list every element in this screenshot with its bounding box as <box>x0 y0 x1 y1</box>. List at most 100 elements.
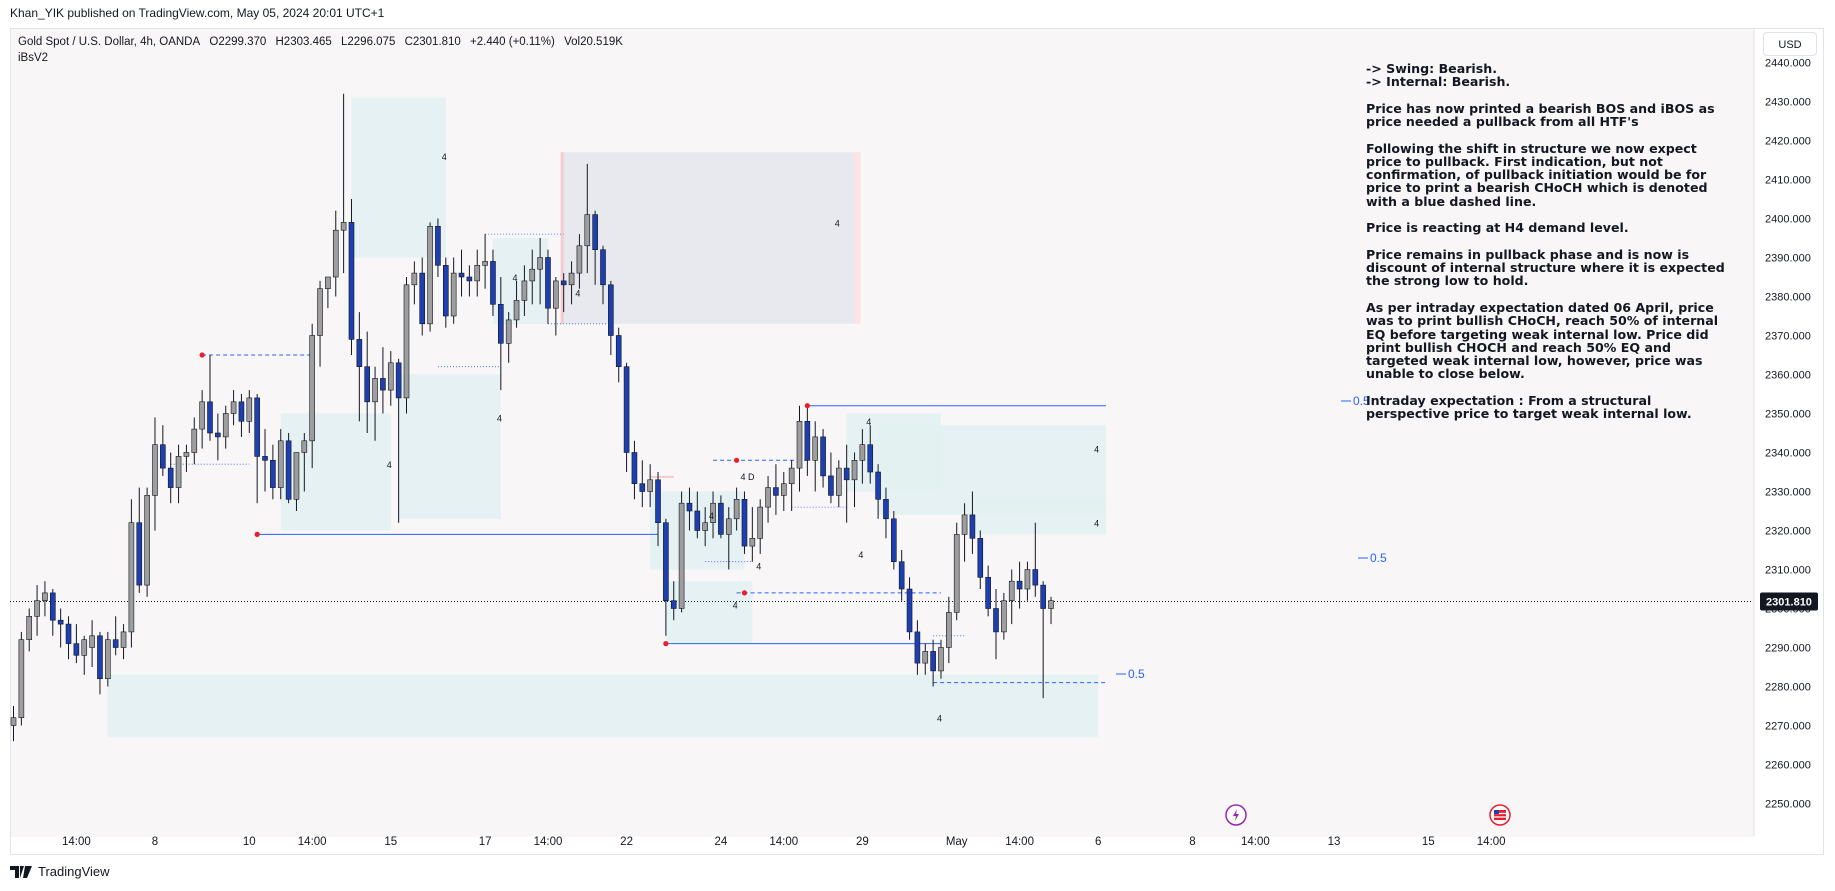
candle-body <box>615 335 622 368</box>
zone-count-label: 4 <box>1094 519 1099 529</box>
last-price-badge <box>1760 592 1818 611</box>
candle-body <box>42 592 48 602</box>
candle-body <box>946 612 952 648</box>
candle-body <box>175 456 182 488</box>
candle-body <box>867 444 874 473</box>
price-zone <box>972 499 1107 535</box>
candle-body <box>529 268 536 282</box>
candle-body <box>576 245 583 274</box>
candle-body <box>97 635 103 679</box>
legend-volume: Vol20.519K <box>564 36 623 48</box>
footer-brand[interactable]: TradingView <box>10 864 110 879</box>
candle-body <box>568 272 575 286</box>
candle-body <box>891 518 897 562</box>
candle-body <box>977 537 984 578</box>
candle-body <box>215 432 221 438</box>
candle-body <box>796 420 803 469</box>
candle-body <box>160 444 166 469</box>
y-tick-label: 2360.000 <box>1765 370 1811 382</box>
zone-count-label: 4 <box>442 152 447 162</box>
candle-body <box>411 272 418 286</box>
x-tick-label: 17 <box>479 836 492 848</box>
candle-body <box>89 635 95 648</box>
supply-zone-edge <box>650 475 674 478</box>
indicator-label[interactable]: iBsV2 <box>18 52 49 64</box>
supply-zone-edge <box>854 152 861 324</box>
x-tick-label: 15 <box>1422 836 1435 848</box>
candle-body <box>812 436 819 461</box>
flag-canton <box>1494 810 1499 814</box>
flag-stripes-icon <box>1494 810 1506 820</box>
candle-body <box>325 276 331 289</box>
x-tick-label: 14:00 <box>1477 836 1506 848</box>
zone-count-label: 4 <box>497 413 502 423</box>
candle-body <box>686 502 693 512</box>
x-tick-label: 14:00 <box>62 836 91 848</box>
candle-body <box>938 647 944 672</box>
candle-body <box>545 257 551 309</box>
candle-body <box>395 362 402 399</box>
price-zone <box>398 374 501 519</box>
candle-body <box>883 498 889 520</box>
candle-body <box>317 288 323 336</box>
candle-body <box>435 226 441 266</box>
candle-body <box>372 378 378 403</box>
candle-body <box>427 226 433 325</box>
y-tick-label: 2410.000 <box>1765 175 1811 187</box>
candle-body <box>749 537 756 547</box>
currency-button[interactable]: USD <box>1763 32 1817 56</box>
zone-count-label: 4 <box>709 511 714 521</box>
candle-body <box>780 483 787 496</box>
candle-body <box>270 459 276 488</box>
candle-body <box>458 272 465 278</box>
candle-body <box>505 319 512 344</box>
x-tick-label: 24 <box>715 836 728 848</box>
x-tick-label: 22 <box>620 836 633 848</box>
zone-count-label: 4 <box>387 460 392 470</box>
candle-body <box>733 498 740 520</box>
candle-body <box>120 631 127 648</box>
candle-body <box>152 444 158 496</box>
candle-body <box>380 378 386 391</box>
y-tick-label: 2310.000 <box>1765 565 1811 577</box>
candle-body <box>81 639 88 656</box>
legend-close: C2301.810 <box>404 36 461 48</box>
candle-body <box>10 717 17 726</box>
candle-body <box>537 257 543 270</box>
candle-body <box>246 397 253 422</box>
candle-body <box>820 436 826 477</box>
eq-level-label: 0.5 <box>1353 394 1370 408</box>
publisher-text: Khan_YIK published on TradingView.com, M… <box>10 6 385 20</box>
swing-point-dot <box>741 590 748 596</box>
x-tick-label: 29 <box>856 836 869 848</box>
candle-body <box>26 615 33 640</box>
x-tick-label: 13 <box>1328 836 1341 848</box>
candle-body <box>18 639 25 719</box>
chart-frame <box>10 28 1824 855</box>
candle-body <box>804 420 811 461</box>
x-tick-label: 8 <box>152 836 158 848</box>
swing-point-dot <box>254 531 260 538</box>
x-tick-label: May <box>946 836 968 848</box>
x-tick-label: 14:00 <box>1241 836 1270 848</box>
candle-body <box>112 639 119 648</box>
candle-body <box>73 643 80 656</box>
price-zone <box>563 152 855 324</box>
y-tick-label: 2280.000 <box>1765 682 1811 694</box>
y-tick-label: 2430.000 <box>1765 97 1811 109</box>
swing-point-dot <box>663 641 669 647</box>
x-tick-label: 14:00 <box>769 836 798 848</box>
candle-body <box>1040 584 1046 609</box>
note-paragraph: As per intraday expectation dated 06 Apr… <box>1366 300 1719 382</box>
zone-count-label: 4 <box>1094 445 1099 455</box>
candle-body <box>757 506 764 539</box>
candle-body <box>694 510 701 531</box>
candle-body <box>482 261 488 266</box>
candle-body <box>144 495 150 586</box>
last-price-badge-label: 2301.810 <box>1766 596 1812 608</box>
legend-symbol[interactable]: Gold Spot / U.S. Dollar, 4h, OANDA <box>18 36 201 48</box>
candle-body <box>207 401 213 434</box>
candle-body <box>859 444 866 461</box>
candle-body <box>922 651 929 664</box>
